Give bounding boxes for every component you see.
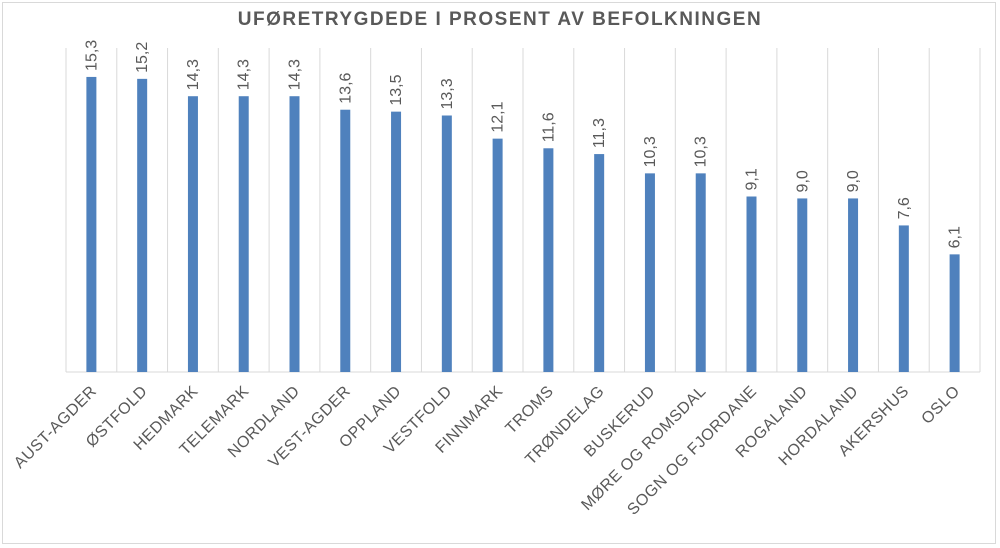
bar-17 bbox=[949, 254, 960, 372]
value-label-17: 6,1 bbox=[947, 226, 964, 248]
category-label-17: OSLO bbox=[919, 383, 964, 428]
value-label-4: 14,3 bbox=[287, 59, 304, 90]
bar-6 bbox=[391, 111, 402, 373]
value-label-8: 12,1 bbox=[490, 101, 507, 132]
bar-0 bbox=[86, 76, 97, 372]
value-label-0: 15,3 bbox=[83, 40, 100, 71]
value-label-11: 10,3 bbox=[642, 136, 659, 167]
bar-7 bbox=[441, 115, 452, 372]
value-label-7: 13,3 bbox=[439, 78, 456, 109]
bar-14 bbox=[797, 198, 808, 372]
value-label-3: 14,3 bbox=[236, 59, 253, 90]
value-label-9: 11,6 bbox=[540, 112, 557, 142]
bar-13 bbox=[746, 196, 757, 372]
bar-10 bbox=[594, 154, 605, 372]
bar-2 bbox=[187, 96, 198, 372]
bar-11 bbox=[644, 173, 655, 372]
bar-8 bbox=[492, 138, 503, 372]
value-label-2: 14,3 bbox=[185, 59, 202, 90]
value-label-14: 9,0 bbox=[794, 170, 811, 192]
bar-16 bbox=[898, 225, 909, 372]
value-label-13: 9,1 bbox=[744, 168, 761, 190]
bar-5 bbox=[340, 109, 351, 372]
category-label-0: AUST-AGDER bbox=[11, 383, 100, 472]
chart-title: UFØRETRYGDEDE I PROSENT AV BEFOLKNINGEN bbox=[237, 9, 763, 30]
bar-3 bbox=[238, 96, 249, 372]
value-label-1: 15,2 bbox=[134, 42, 151, 73]
value-label-15: 9,0 bbox=[845, 170, 862, 192]
value-label-16: 7,6 bbox=[896, 197, 913, 219]
value-label-10: 11,3 bbox=[591, 118, 608, 148]
value-label-5: 13,6 bbox=[337, 72, 354, 103]
bar-4 bbox=[289, 96, 300, 372]
bar-12 bbox=[695, 173, 706, 372]
bar-1 bbox=[137, 78, 148, 372]
value-label-12: 10,3 bbox=[693, 136, 710, 167]
bar-9 bbox=[543, 148, 554, 372]
value-label-6: 13,5 bbox=[388, 74, 405, 105]
bar-15 bbox=[848, 198, 859, 372]
